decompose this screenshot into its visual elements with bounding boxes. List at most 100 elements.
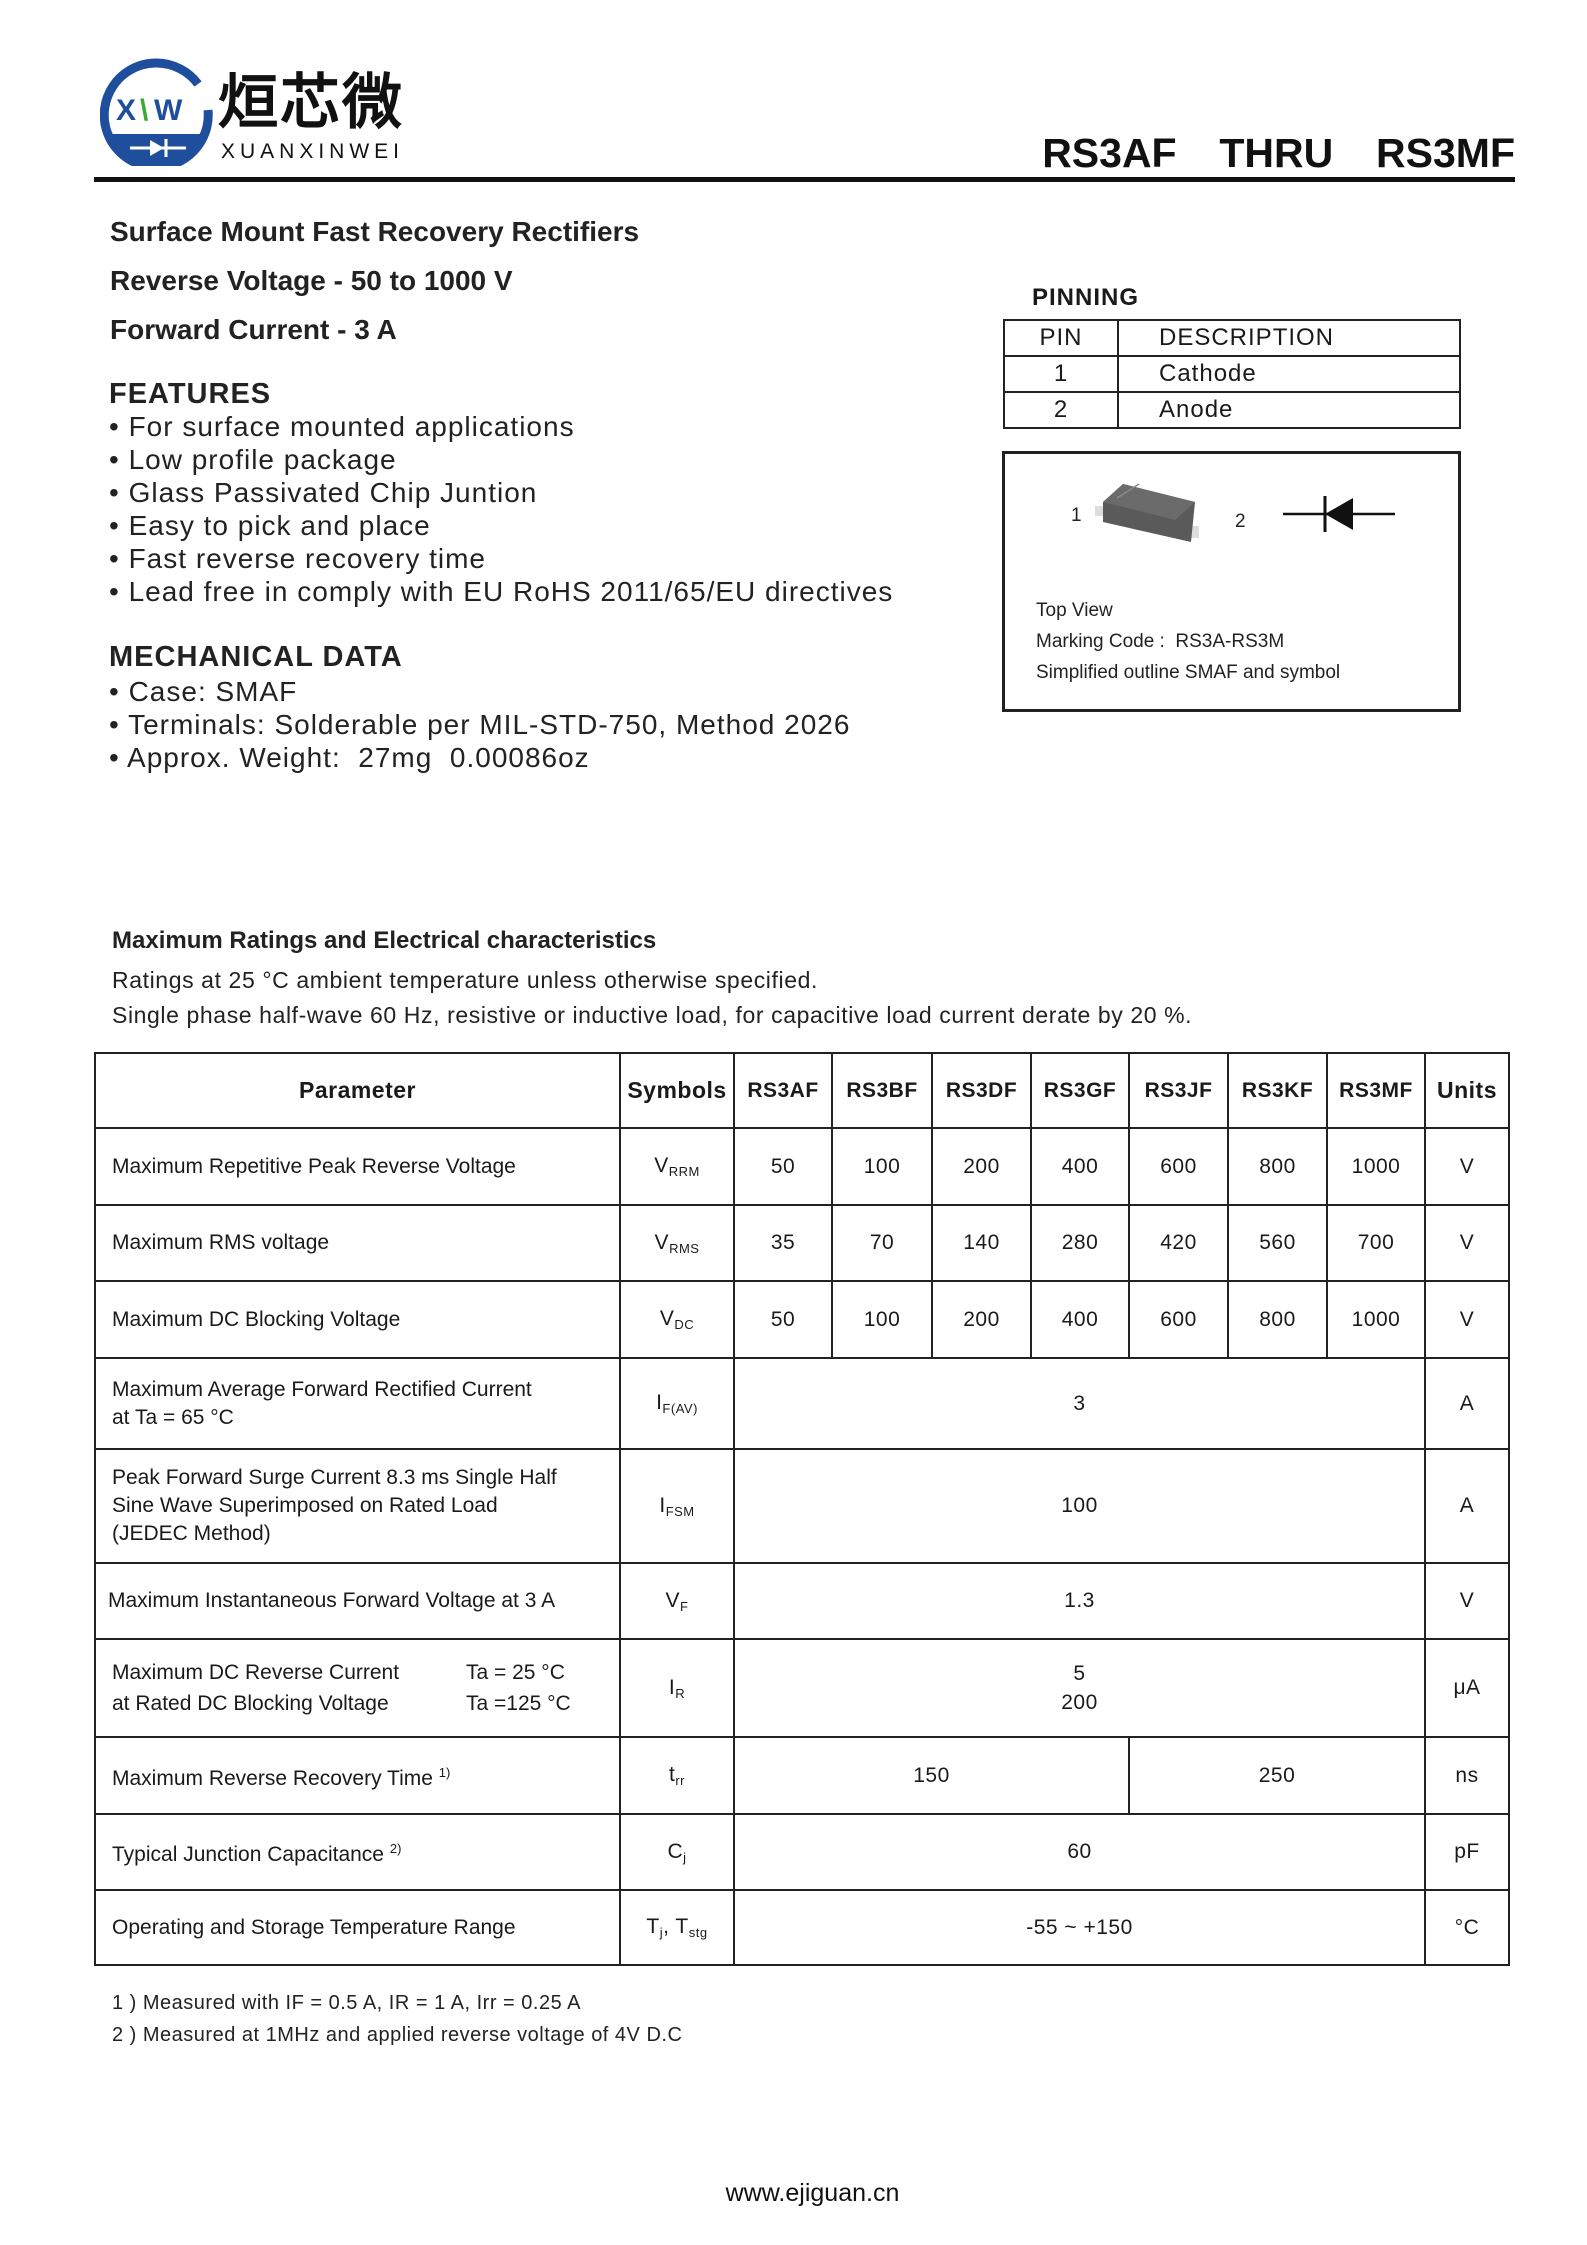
value-cell: 100 xyxy=(733,1448,1426,1564)
unit-cell: V xyxy=(1424,1204,1510,1282)
smaf-package-icon xyxy=(1095,483,1199,542)
table-header-row: Parameter Symbols RS3AF RS3BF RS3DF RS3G… xyxy=(94,1052,1510,1129)
table-row-ifsm: Peak Forward Surge Current 8.3 ms Single… xyxy=(94,1448,1510,1564)
symbol-subscript: F xyxy=(680,1598,689,1614)
symbol: T xyxy=(646,1915,660,1938)
symbol-subscript: RRM xyxy=(668,1164,700,1179)
value-cell: 1000 xyxy=(1326,1280,1426,1359)
value-cell: 100 xyxy=(831,1127,933,1206)
part-header: RS3AF xyxy=(733,1052,833,1129)
symbol: V xyxy=(654,1154,669,1177)
description-col-header: DESCRIPTION xyxy=(1117,319,1461,357)
parameter-cell: Maximum Instantaneous Forward Voltage at… xyxy=(94,1562,621,1640)
symbol-cell: Tj, Tstg xyxy=(619,1889,735,1966)
parameter-cell: Typical Junction Capacitance 2) xyxy=(94,1813,621,1891)
unit-cell: V xyxy=(1424,1280,1510,1359)
symbol: I xyxy=(668,1675,676,1699)
value-line: 200 xyxy=(1061,1691,1098,1714)
parameter-line: Maximum Average Forward Rectified Curren… xyxy=(112,1377,532,1401)
table-row-vf: Maximum Instantaneous Forward Voltage at… xyxy=(94,1562,1510,1640)
summary-line-2: Reverse Voltage - 50 to 1000 V xyxy=(110,265,513,296)
footnote-1: 1 ) Measured with IF = 0.5 A, IR = 1 A, … xyxy=(112,1992,581,2014)
pinning-heading: PINNING xyxy=(1032,284,1140,311)
part-header: RS3JF xyxy=(1128,1052,1229,1129)
svg-text:X: X xyxy=(116,94,136,127)
symbol-cell: VF xyxy=(619,1562,735,1640)
symbol-subscript: stg xyxy=(688,1925,708,1940)
symbol: V xyxy=(654,1230,670,1254)
symbol-cell: VRMS xyxy=(619,1204,735,1282)
ratings-table: Parameter Symbols RS3AF RS3BF RS3DF RS3G… xyxy=(94,1052,1510,1966)
pinning-header-row: PIN DESCRIPTION xyxy=(1003,319,1461,357)
value-cell: 140 xyxy=(931,1204,1032,1282)
condition-text: Ta = 25 °C xyxy=(466,1661,565,1684)
feature-item: • Glass Passivated Chip Juntion xyxy=(109,477,538,508)
value-line: 5 xyxy=(1073,1662,1086,1685)
table-row-vdc: Maximum DC Blocking Voltage VDC 50 100 2… xyxy=(94,1280,1510,1359)
pinning-row: 2 Anode xyxy=(1003,391,1461,429)
value-cell: 800 xyxy=(1227,1127,1328,1206)
unit-cell: A xyxy=(1424,1357,1510,1450)
parameter-cell: Operating and Storage Temperature Range xyxy=(94,1889,621,1966)
symbol-subscript: rr xyxy=(675,1773,685,1788)
value-cell: 200 xyxy=(931,1127,1032,1206)
parameter-cell: Maximum DC Reverse Current Ta = 25 °C at … xyxy=(94,1638,621,1738)
parameter-text: Maximum DC Reverse Current xyxy=(112,1661,400,1684)
symbol-subscript: RMS xyxy=(669,1240,700,1256)
table-row-vrrm: Maximum Repetitive Peak Reverse Voltage … xyxy=(94,1127,1510,1206)
symbol: t xyxy=(668,1763,676,1786)
symbol-subscript: F(AV) xyxy=(662,1401,698,1416)
unit-cell: pF xyxy=(1424,1813,1510,1891)
feature-item: • Easy to pick and place xyxy=(109,510,431,541)
mechanical-item: • Approx. Weight: 27mg 0.00086oz xyxy=(109,742,590,773)
unit-cell: V xyxy=(1424,1127,1510,1206)
parameter-cell: Maximum RMS voltage xyxy=(94,1204,621,1282)
value-cell: 3 xyxy=(733,1357,1426,1450)
features-heading: FEATURES xyxy=(109,378,272,410)
parameter-line: Maximum DC Reverse Current Ta = 25 °C xyxy=(112,1657,619,1688)
summary-line-3: Forward Current - 3 A xyxy=(110,314,397,345)
mechanical-item: • Terminals: Solderable per MIL-STD-750,… xyxy=(109,709,851,740)
unit-cell: V xyxy=(1424,1562,1510,1640)
value-cell: 400 xyxy=(1030,1127,1130,1206)
symbol: V xyxy=(659,1307,675,1330)
parameter-line: at Ta = 65 °C xyxy=(112,1405,234,1429)
symbol-cell: IR xyxy=(619,1638,735,1738)
value-cell: 560 xyxy=(1227,1204,1328,1282)
ratings-note-2: Single phase half-wave 60 Hz, resistive … xyxy=(112,1002,1193,1028)
value-cell: 250 xyxy=(1128,1736,1426,1815)
parameter-line: Sine Wave Superimposed on Rated Load xyxy=(112,1494,498,1517)
table-row-temp: Operating and Storage Temperature Range … xyxy=(94,1889,1510,1966)
value-cell: 400 xyxy=(1030,1280,1130,1359)
footer-url[interactable]: www.ejiguan.cn xyxy=(725,2179,900,2207)
symbols-header: Symbols xyxy=(619,1052,735,1129)
top-view-label: Top View xyxy=(1036,600,1113,621)
value-cell: 280 xyxy=(1030,1204,1130,1282)
parameter-header: Parameter xyxy=(94,1052,621,1129)
pin-number: 2 xyxy=(1003,391,1119,429)
value-cell: 50 xyxy=(733,1280,833,1359)
value-cell: 5 200 xyxy=(733,1638,1426,1738)
svg-text:W: W xyxy=(154,94,183,127)
symbol: I xyxy=(659,1493,666,1517)
pin-col-header: PIN xyxy=(1003,319,1119,357)
feature-item: • Lead free in comply with EU RoHS 2011/… xyxy=(109,576,894,607)
footnote-ref: 2) xyxy=(389,1841,402,1856)
symbol-subscript: j xyxy=(683,1849,687,1865)
part-header: RS3GF xyxy=(1030,1052,1130,1129)
symbol-cell: Cj xyxy=(619,1813,735,1891)
symbol: V xyxy=(665,1588,681,1612)
symbol: I xyxy=(656,1391,663,1414)
value-cell: 100 xyxy=(831,1280,933,1359)
symbol-subscript: FSM xyxy=(665,1503,695,1519)
value-cell: 150 xyxy=(733,1736,1130,1815)
feature-item: • Fast reverse recovery time xyxy=(109,543,487,574)
parameter-cell: Maximum Average Forward Rectified Curren… xyxy=(94,1357,621,1450)
feature-item: • Low profile package xyxy=(109,444,397,475)
table-row-trr: Maximum Reverse Recovery Time 1) trr 150… xyxy=(94,1736,1510,1815)
logo: X \ W xyxy=(99,54,216,172)
symbol-subscript: R xyxy=(675,1685,686,1701)
brand-chinese-name: 烜芯微 xyxy=(218,68,404,138)
value-cell: 420 xyxy=(1128,1204,1229,1282)
table-row-cj: Typical Junction Capacitance 2) Cj 60 pF xyxy=(94,1813,1510,1891)
